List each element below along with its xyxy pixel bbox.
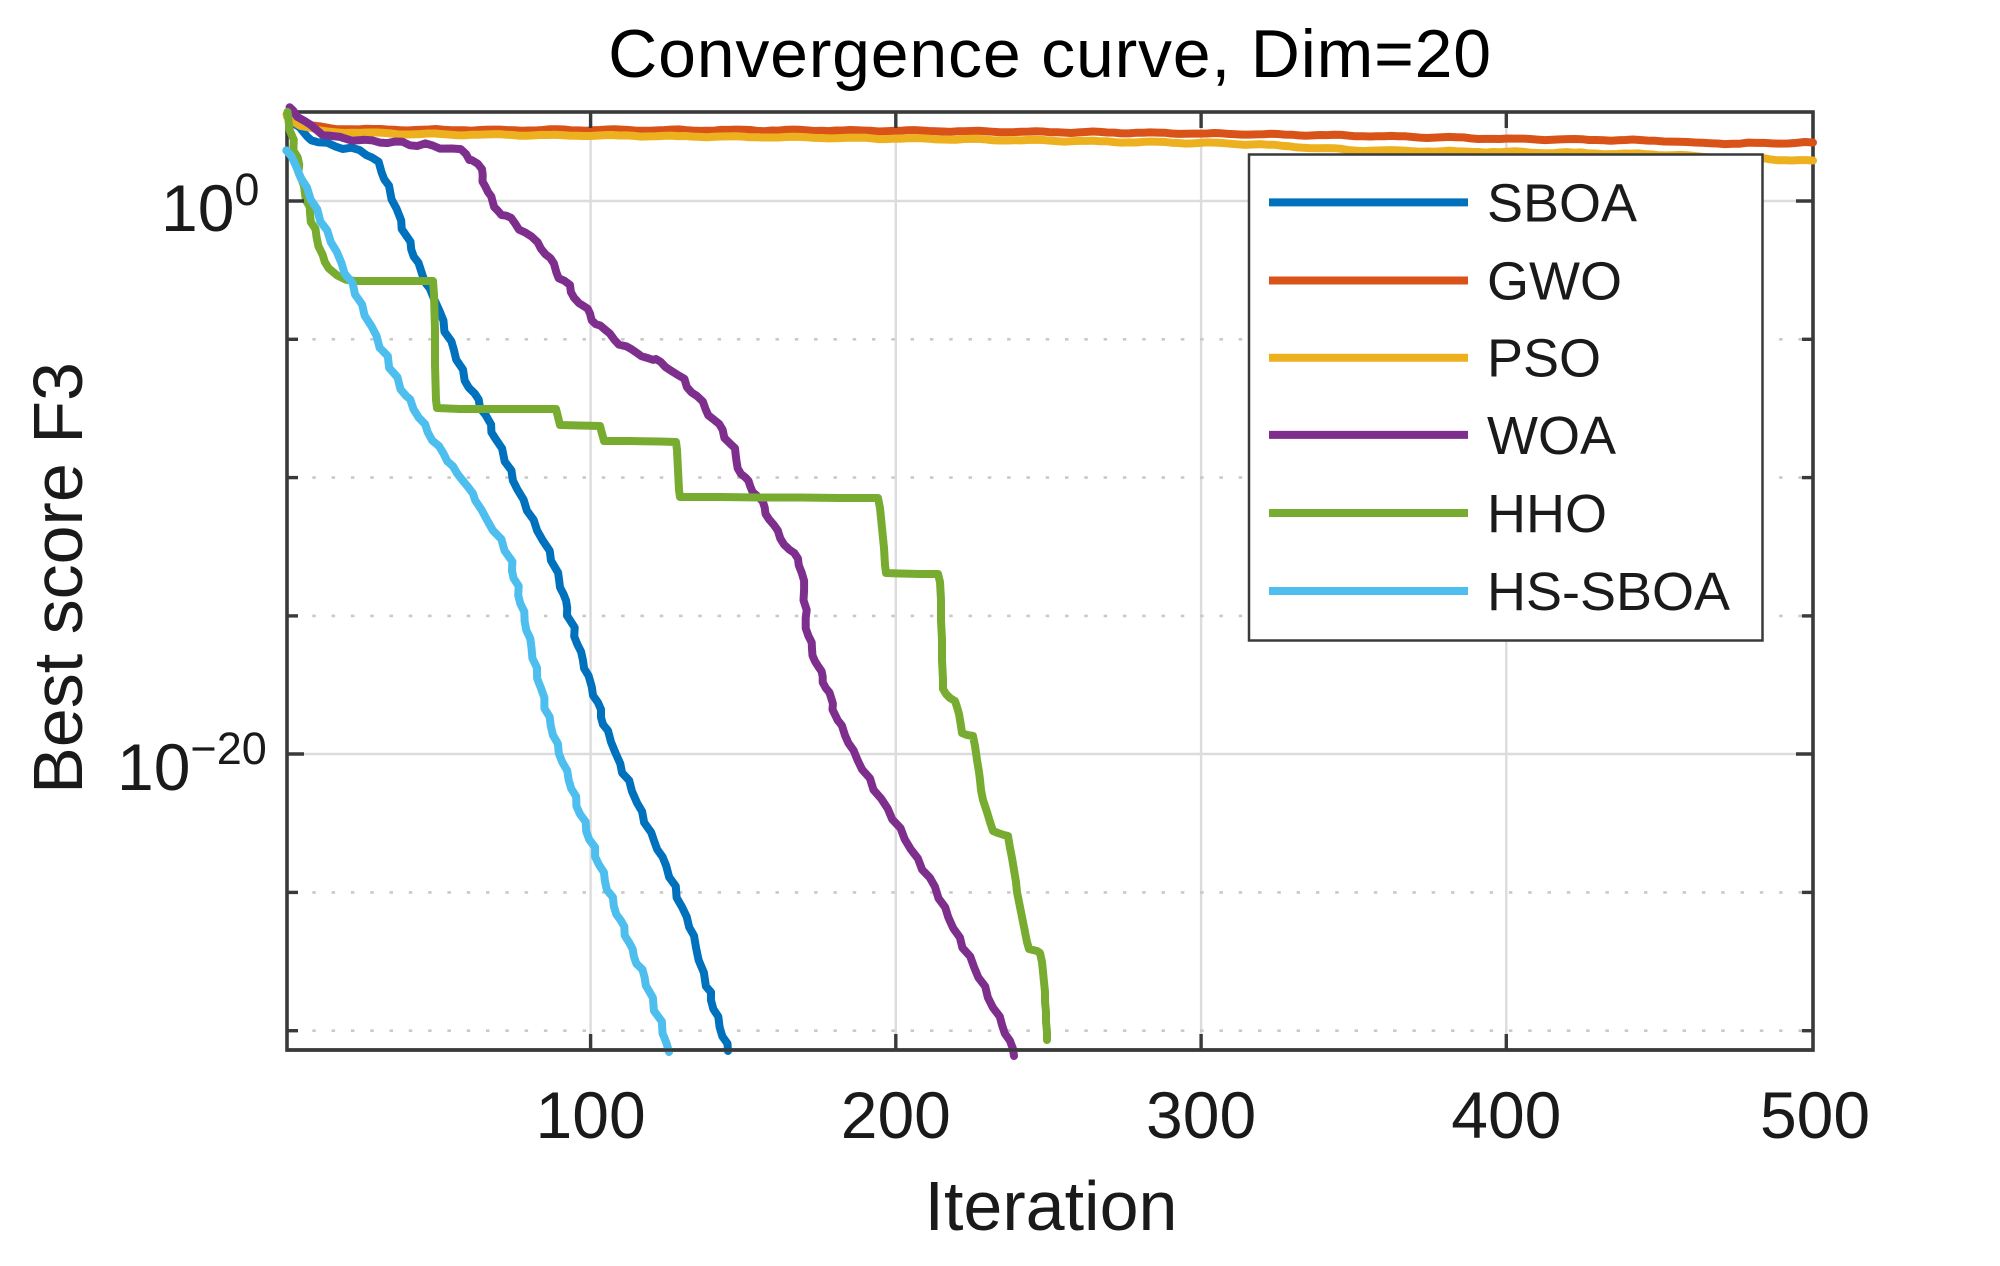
svg-text:200: 200 [841, 1078, 951, 1152]
svg-text:400: 400 [1451, 1078, 1561, 1152]
svg-text:500: 500 [1760, 1078, 1870, 1152]
svg-text:100: 100 [536, 1078, 646, 1152]
svg-text:WOA: WOA [1487, 406, 1616, 466]
svg-text:Best score F3: Best score F3 [19, 362, 97, 794]
svg-text:Convergence curve, Dim=20: Convergence curve, Dim=20 [608, 16, 1492, 92]
svg-text:HHO: HHO [1487, 484, 1607, 544]
svg-text:GWO: GWO [1487, 252, 1622, 312]
svg-text:HS-SBOA: HS-SBOA [1487, 562, 1730, 622]
svg-text:300: 300 [1146, 1078, 1256, 1152]
svg-text:PSO: PSO [1487, 329, 1601, 389]
svg-text:SBOA: SBOA [1487, 173, 1637, 233]
svg-text:Iteration: Iteration [925, 1167, 1178, 1245]
